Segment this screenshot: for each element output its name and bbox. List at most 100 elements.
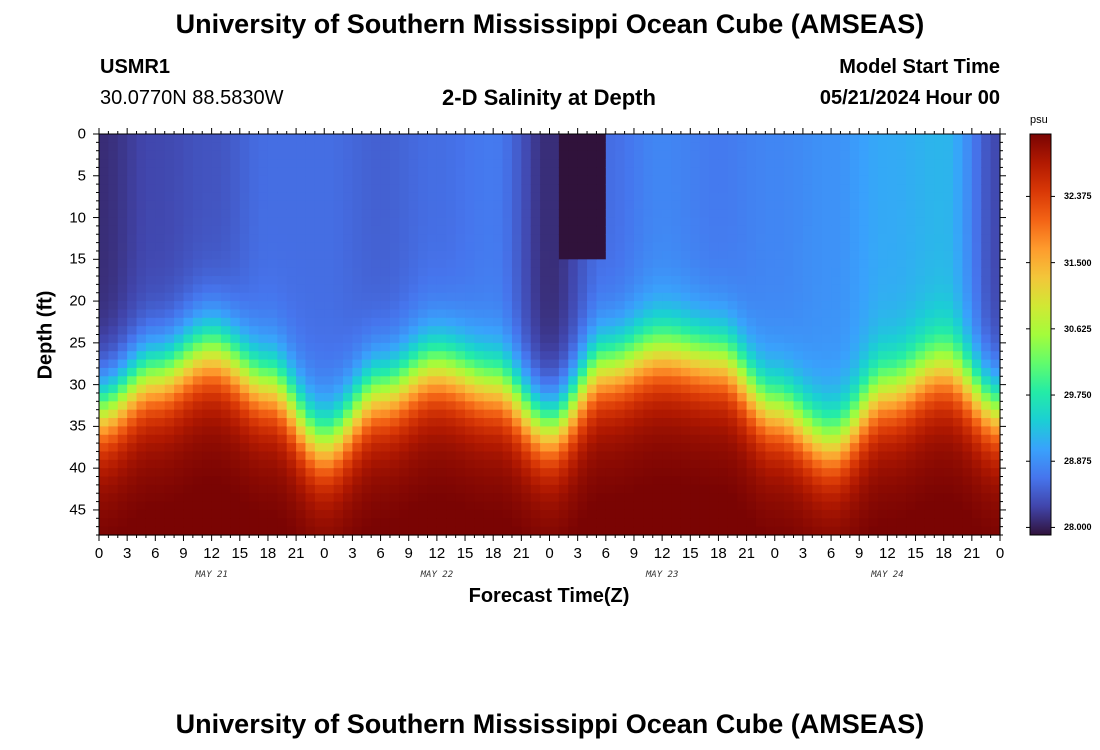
heatmap-cell	[587, 326, 598, 336]
heatmap-cell	[727, 334, 738, 344]
heatmap-cell	[690, 200, 701, 210]
heatmap-cell	[577, 276, 588, 285]
heatmap-cell	[934, 175, 945, 185]
heatmap-cell	[831, 292, 842, 302]
heatmap-cell	[211, 192, 222, 202]
heatmap-cell	[568, 192, 579, 202]
heatmap-cell	[502, 401, 513, 411]
heatmap-cell	[333, 334, 344, 344]
heatmap-cell	[249, 200, 260, 210]
heatmap-cell	[221, 468, 231, 478]
heatmap-cell	[821, 418, 832, 427]
heatmap-cell	[962, 459, 973, 469]
heatmap-cell	[981, 150, 992, 160]
heatmap-cell	[737, 175, 748, 185]
heatmap-cell	[840, 518, 851, 528]
heatmap-cell	[549, 476, 560, 486]
heatmap-cell	[521, 134, 532, 143]
heatmap-cell	[981, 175, 992, 185]
heatmap-cell	[145, 234, 156, 244]
heatmap-cell	[793, 342, 804, 352]
heatmap-cell	[286, 301, 297, 311]
heatmap-cell	[877, 276, 888, 285]
heatmap-cell	[821, 501, 832, 511]
heatmap-cell	[887, 426, 898, 436]
heatmap-cell	[859, 518, 870, 528]
heatmap-cell	[183, 342, 194, 352]
heatmap-cell	[418, 476, 429, 486]
heatmap-cell	[221, 225, 231, 235]
heatmap-cell	[530, 267, 541, 277]
heatmap-cell	[221, 284, 231, 294]
heatmap-cell	[465, 418, 476, 427]
heatmap-cell	[924, 443, 935, 453]
heatmap-cell	[652, 301, 663, 311]
heatmap-cell	[558, 476, 569, 486]
heatmap-cell	[877, 217, 888, 227]
heatmap-cell	[709, 468, 720, 478]
heatmap-cell	[727, 484, 738, 494]
heatmap-cell	[831, 209, 842, 219]
heatmap-cell	[474, 134, 485, 143]
heatmap-cell	[455, 217, 466, 227]
heatmap-cell	[662, 159, 673, 169]
heatmap-cell	[380, 159, 391, 169]
heatmap-cell	[277, 134, 288, 143]
heatmap-cell	[493, 267, 504, 277]
heatmap-cell	[371, 217, 382, 227]
heatmap-cell	[868, 376, 879, 386]
heatmap-cell	[821, 159, 832, 169]
heatmap-cell	[371, 526, 382, 536]
heatmap-cell	[605, 451, 616, 461]
heatmap-cell	[615, 384, 626, 394]
heatmap-cell	[239, 526, 250, 536]
heatmap-cell	[953, 234, 964, 244]
heatmap-cell	[352, 493, 363, 503]
heatmap-cell	[446, 484, 457, 494]
heatmap-cell	[267, 242, 278, 252]
heatmap-cell	[286, 342, 297, 352]
heatmap-cell	[305, 142, 316, 152]
heatmap-cell	[521, 443, 532, 453]
heatmap-cell	[821, 142, 832, 152]
heatmap-cell	[924, 217, 935, 227]
heatmap-cell	[540, 342, 551, 352]
heatmap-cell	[943, 401, 954, 411]
heatmap-cell	[183, 150, 194, 160]
heatmap-cell	[530, 443, 541, 453]
heatmap-cell	[943, 509, 954, 519]
heatmap-cell	[343, 359, 354, 369]
heatmap-cell	[953, 242, 964, 252]
heatmap-cell	[784, 217, 795, 227]
heatmap-cell	[633, 184, 644, 194]
heatmap-cell	[737, 418, 748, 427]
heatmap-cell	[380, 376, 391, 386]
heatmap-cell	[296, 468, 307, 478]
heatmap-cell	[802, 392, 813, 402]
heatmap-cell	[596, 359, 607, 369]
heatmap-cell	[333, 292, 344, 302]
heatmap-cell	[709, 376, 720, 386]
heatmap-cell	[145, 200, 156, 210]
heatmap-cell	[530, 384, 541, 394]
heatmap-cell	[662, 518, 673, 528]
heatmap-cell	[352, 351, 363, 361]
heatmap-cell	[924, 392, 935, 402]
heatmap-cell	[633, 443, 644, 453]
heatmap-cell	[934, 518, 945, 528]
heatmap-cell	[399, 526, 410, 536]
heatmap-cell	[727, 142, 738, 152]
heatmap-cell	[774, 242, 785, 252]
heatmap-cell	[455, 501, 466, 511]
heatmap-cell	[690, 209, 701, 219]
heatmap-cell	[680, 376, 691, 386]
heatmap-cell	[981, 301, 992, 311]
heatmap-cell	[953, 209, 964, 219]
heatmap-cell	[840, 301, 851, 311]
heatmap-cell	[136, 367, 147, 377]
heatmap-cell	[436, 451, 447, 461]
heatmap-cell	[849, 309, 860, 319]
heatmap-cell	[127, 426, 138, 436]
heatmap-cell	[709, 367, 720, 377]
heatmap-cell	[493, 175, 504, 185]
